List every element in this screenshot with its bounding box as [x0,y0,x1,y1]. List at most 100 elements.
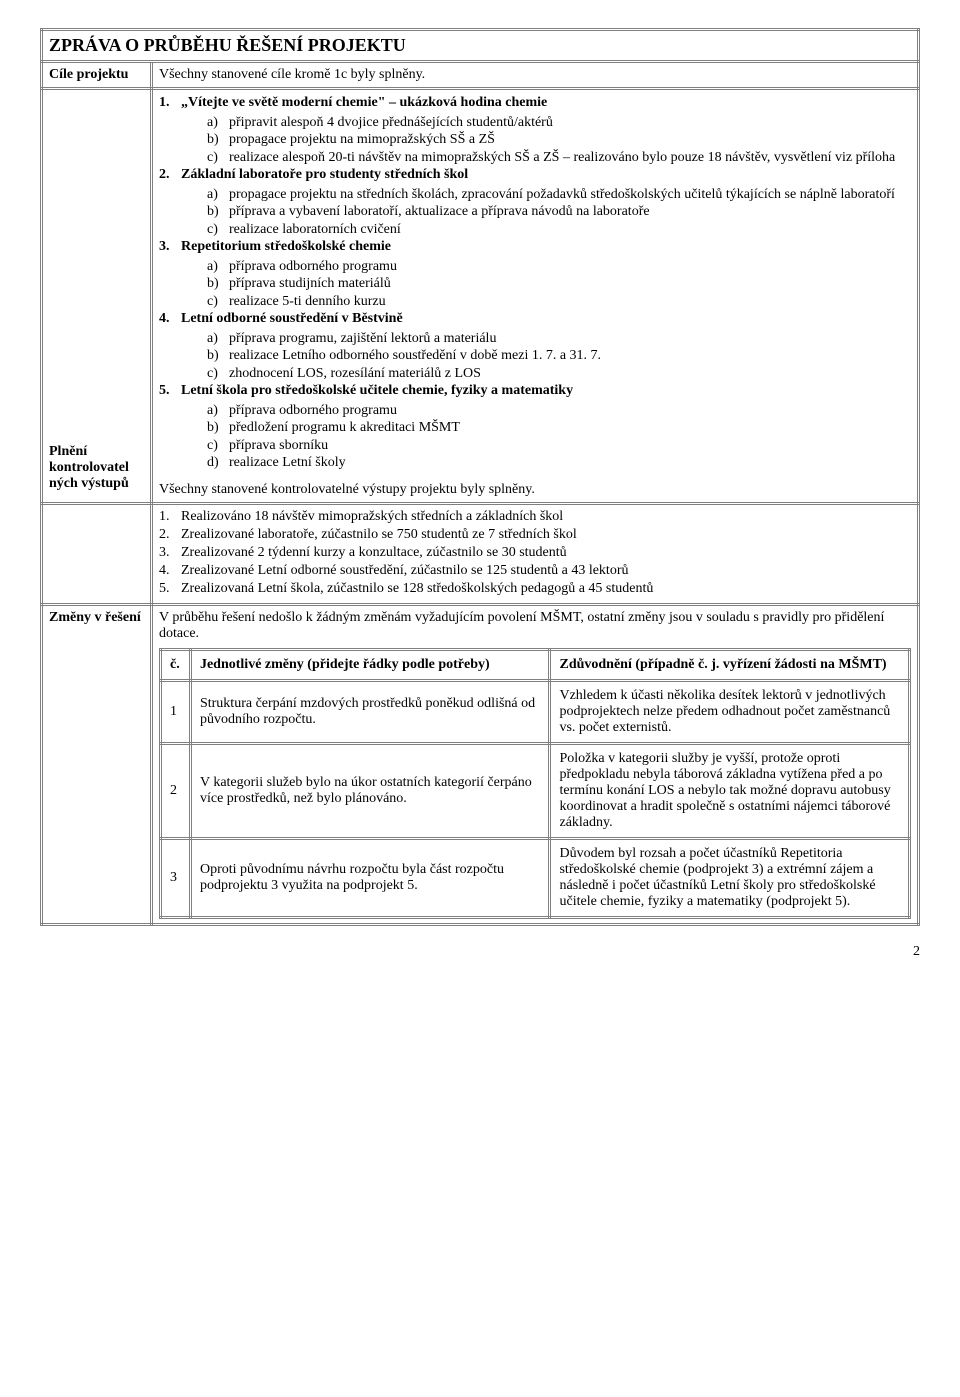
section-subitem: c)příprava sborníku [207,437,911,455]
result-text: Zrealizovaná Letní škola, zúčastnilo se … [181,581,653,596]
changes-row-left: Struktura čerpání mzdových prostředků po… [190,680,550,743]
changes-row-right: Vzhledem k účasti několika desítek lekto… [550,680,910,743]
section-number: 3. [159,238,181,256]
changes-row-num: 1 [161,680,191,743]
result-text: Realizováno 18 návštěv mimopražských stř… [181,509,563,524]
result-item: 1.Realizováno 18 návštěv mimopražských s… [159,509,911,525]
zmeny-intro: V průběhu řešení nedošlo k žádným změnám… [159,610,911,642]
row-zmeny-content: V průběhu řešení nedošlo k žádným změnám… [152,604,919,924]
section-subitem: a)příprava programu, zajištění lektorů a… [207,330,911,348]
section-item: 2.Základní laboratoře pro studenty střed… [159,166,911,184]
subitem-label: a) [207,402,229,420]
subitem-label: a) [207,330,229,348]
subitem-text: připravit alespoň 4 dvojice přednášející… [229,115,553,130]
subitem-label: c) [207,149,229,167]
subitem-text: realizace alespoň 20-ti návštěv na mimop… [229,150,895,165]
result-number: 1. [159,509,181,525]
section-subitem: c)zhodnocení LOS, rozesílání materiálů z… [207,365,911,383]
section-item: 3.Repetitorium středoškolské chemie [159,238,911,256]
row-cile-label: Cíle projektu [42,62,152,89]
row-results-label [42,503,152,604]
subitem-label: c) [207,365,229,383]
changes-row-right: Důvodem byl rozsah a počet účastníků Rep… [550,838,910,917]
section-subitem: c)realizace 5-ti denního kurzu [207,293,911,311]
section-item: 1.„Vítejte ve světě moderní chemie" – uk… [159,94,911,112]
changes-row-right: Položka v kategorii služby je vyšší, pro… [550,743,910,838]
section-subitem: a)příprava odborného programu [207,258,911,276]
subitem-label: d) [207,454,229,472]
row-plneni-label: Plnění kontrolovatel ných výstupů [42,89,152,504]
subitem-text: realizace Letní školy [229,455,346,470]
subitem-text: propagace projektu na mimopražských SŠ a… [229,132,495,147]
page-number: 2 [40,944,920,960]
changes-row-left: V kategorii služeb bylo na úkor ostatníc… [190,743,550,838]
subitem-text: realizace Letního odborného soustředění … [229,348,601,363]
changes-row-num: 2 [161,743,191,838]
result-number: 2. [159,527,181,543]
report-table: ZPRÁVA O PRŮBĚHU ŘEŠENÍ PROJEKTU Cíle pr… [40,28,920,926]
result-text: Zrealizované laboratoře, zúčastnilo se 7… [181,527,577,542]
subitem-label: b) [207,131,229,149]
changes-row: 2V kategorii služeb bylo na úkor ostatní… [161,743,910,838]
subitem-text: realizace 5-ti denního kurzu [229,294,386,309]
section-subitem: c)realizace alespoň 20-ti návštěv na mim… [207,149,911,167]
section-heading: Repetitorium středoškolské chemie [181,239,391,254]
result-item: 3.Zrealizované 2 týdenní kurzy a konzult… [159,545,911,561]
result-item: 4.Zrealizované Letní odborné soustředění… [159,563,911,579]
changes-row: 1Struktura čerpání mzdových prostředků p… [161,680,910,743]
changes-head-num: č. [161,649,191,680]
section-heading: Základní laboratoře pro studenty střední… [181,167,468,182]
section-subitem: d)realizace Letní školy [207,454,911,472]
section-subitem: b)příprava studijních materiálů [207,275,911,293]
subitem-label: a) [207,114,229,132]
subitem-text: příprava odborného programu [229,259,397,274]
subitem-text: realizace laboratorních cvičení [229,222,401,237]
section-number: 5. [159,382,181,400]
result-item: 2.Zrealizované laboratoře, zúčastnilo se… [159,527,911,543]
section-subitem: b)předložení programu k akreditaci MŠMT [207,419,911,437]
section-heading: Letní škola pro středoškolské učitele ch… [181,383,573,398]
section-item: 4.Letní odborné soustředění v Běstvině [159,310,911,328]
changes-row-num: 3 [161,838,191,917]
subitem-label: a) [207,186,229,204]
result-item: 5.Zrealizovaná Letní škola, zúčastnilo s… [159,581,911,597]
section-subitem: a)připravit alespoň 4 dvojice přednášejí… [207,114,911,132]
section-subitem: b)příprava a vybavení laboratoří, aktual… [207,203,911,221]
subitem-text: propagace projektu na středních školách,… [229,187,895,202]
section-number: 1. [159,94,181,112]
section-subitem: c)realizace laboratorních cvičení [207,221,911,239]
changes-table: č. Jednotlivé změny (přidejte řádky podl… [159,648,911,919]
section-subitem: a)propagace projektu na středních školác… [207,186,911,204]
changes-row-left: Oproti původnímu návrhu rozpočtu byla čá… [190,838,550,917]
subitem-label: b) [207,203,229,221]
subitem-text: příprava odborného programu [229,403,397,418]
subitem-text: příprava programu, zajištění lektorů a m… [229,331,496,346]
section-item: 5.Letní škola pro středoškolské učitele … [159,382,911,400]
section-subitem: b)propagace projektu na mimopražských SŠ… [207,131,911,149]
subitem-text: příprava sborníku [229,438,328,453]
changes-head-right: Zdůvodnění (případně č. j. vyřízení žádo… [550,649,910,680]
row-plneni-content: 1.„Vítejte ve světě moderní chemie" – uk… [152,89,919,504]
subitem-text: příprava a vybavení laboratoří, aktualiz… [229,204,650,219]
section-heading: „Vítejte ve světě moderní chemie" – ukáz… [181,95,547,110]
result-text: Zrealizované Letní odborné soustředění, … [181,563,628,578]
subitem-label: b) [207,347,229,365]
report-title: ZPRÁVA O PRŮBĚHU ŘEŠENÍ PROJEKTU [42,30,919,62]
changes-row: 3Oproti původnímu návrhu rozpočtu byla č… [161,838,910,917]
result-number: 4. [159,563,181,579]
row-results-content: 1.Realizováno 18 návštěv mimopražských s… [152,503,919,604]
section-heading: Letní odborné soustředění v Běstvině [181,311,403,326]
section-subitem: b)realizace Letního odborného soustředěn… [207,347,911,365]
subitem-label: c) [207,293,229,311]
result-text: Zrealizované 2 týdenní kurzy a konzultac… [181,545,567,560]
subitem-label: b) [207,275,229,293]
subitem-label: c) [207,221,229,239]
row-cile-text: Všechny stanovené cíle kromě 1c byly spl… [152,62,919,89]
section-number: 2. [159,166,181,184]
row-zmeny-label: Změny v řešení [42,604,152,924]
section-subitem: a)příprava odborného programu [207,402,911,420]
subitem-text: předložení programu k akreditaci MŠMT [229,420,460,435]
subitem-label: a) [207,258,229,276]
result-number: 3. [159,545,181,561]
subitem-label: b) [207,419,229,437]
